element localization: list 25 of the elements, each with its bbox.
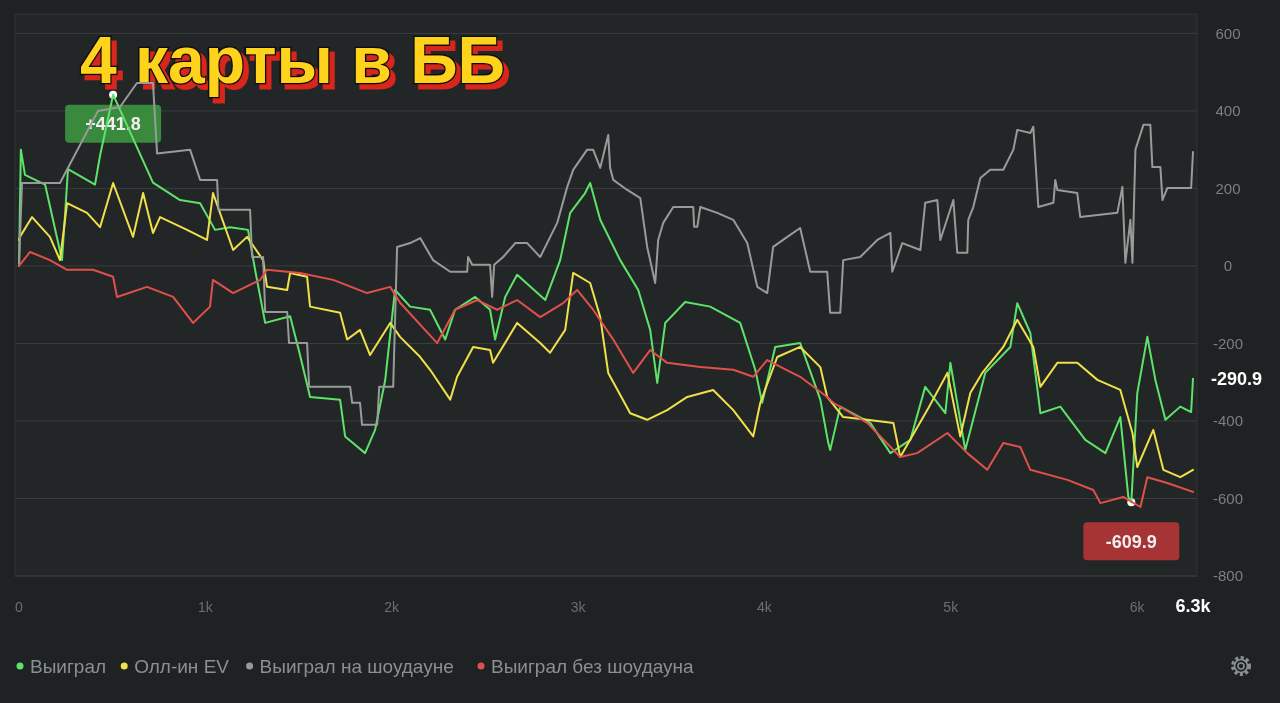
line-series [18,181,1194,479]
x-tick-label: 5k [943,599,960,615]
y-tick-label: -800 [1212,567,1244,585]
x-tick-label: 2k [384,599,401,615]
annotation: -609.9 [1105,531,1157,552]
line-series [18,250,1194,509]
x-tick-label: 0 [15,599,24,615]
legend-label: Олл-ин EV [134,655,230,677]
x-tick-label: 6.3k [1175,596,1212,616]
y-tick-label: 200 [1215,179,1241,197]
legend-label: Выиграл без шоудауна [491,655,695,677]
x-tick-label: 3k [570,599,587,615]
y-tick-label: -400 [1212,412,1244,430]
legend-label: Выиграл [30,655,107,677]
y-tick-label: 400 [1215,102,1241,120]
x-tick-label: 6k [1129,599,1146,615]
x-tick-label: 4k [757,599,773,615]
y-tick-label: 0 [1223,257,1233,275]
y-tick-label: -200 [1212,334,1244,352]
y-tick-label: 600 [1215,24,1241,42]
annotation: +441.8 [85,114,141,134]
x-tick-label: 1k [197,599,214,615]
annotation: -290.9 [1211,368,1263,389]
y-tick-label: -600 [1212,489,1244,507]
legend-label: Выиграл на шоудауне [259,655,454,677]
